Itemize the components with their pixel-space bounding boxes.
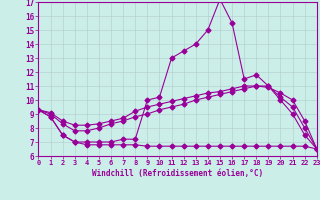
X-axis label: Windchill (Refroidissement éolien,°C): Windchill (Refroidissement éolien,°C) (92, 169, 263, 178)
